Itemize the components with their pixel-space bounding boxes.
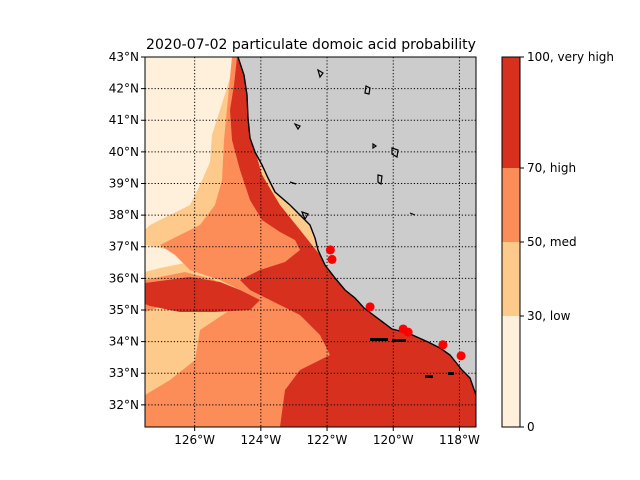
- colorbar-tick-label: 100, very high: [527, 50, 614, 64]
- lon-tick-label: 122°W: [307, 433, 348, 447]
- land-mass: [238, 57, 476, 395]
- colorbar-segment: [502, 57, 520, 168]
- lat-tick-label: 38°N: [109, 208, 139, 222]
- lon-tick-label: 126°W: [174, 433, 215, 447]
- colorbar-segment: [502, 242, 520, 316]
- station-markers: [325, 245, 487, 381]
- map-title: 2020-07-02 particulate domoic acid proba…: [146, 37, 476, 53]
- station-marker: [478, 372, 487, 381]
- lat-tick-label: 34°N: [109, 335, 139, 349]
- lon-axis: 126°W 124°W 122°W 120°W 118°W: [174, 427, 480, 447]
- lat-tick-label: 42°N: [109, 82, 139, 96]
- prob-verylow-region-sw: [145, 245, 190, 272]
- lon-tick-label: 124°W: [240, 433, 281, 447]
- colorbar-tick-label: 30, low: [527, 309, 571, 323]
- lat-axis: 32°N 33°N 34°N 35°N 36°N 37°N 38°N 39°N 40°N 41°N…: [109, 50, 145, 412]
- lon-tick-label: 120°W: [373, 433, 414, 447]
- prob-verylow-region: [145, 57, 232, 230]
- map-frame: [144, 56, 477, 428]
- islands: [370, 338, 454, 378]
- inland-lakes: [289, 68, 416, 221]
- lat-tick-label: 32°N: [109, 398, 139, 412]
- colorbar-tick-label: 50, med: [527, 235, 577, 249]
- lat-tick-label: 40°N: [109, 145, 139, 159]
- lat-tick-label: 36°N: [109, 271, 139, 285]
- gridlines: [145, 57, 476, 427]
- colorbar: 0 30, low 50, med 70, high 100, very high: [501, 50, 614, 434]
- lat-tick-label: 43°N: [109, 50, 139, 64]
- station-marker: [327, 254, 337, 264]
- station-marker: [456, 351, 466, 361]
- colorbar-tick-label: 70, high: [527, 161, 576, 175]
- colorbar-tick-label: 0: [527, 420, 535, 434]
- lat-tick-label: 35°N: [109, 303, 139, 317]
- station-marker: [365, 302, 375, 312]
- station-marker: [325, 245, 335, 255]
- lat-tick-label: 39°N: [109, 176, 139, 190]
- lat-tick-label: 41°N: [109, 113, 139, 127]
- lat-tick-label: 37°N: [109, 240, 139, 254]
- station-marker: [438, 340, 448, 350]
- coastline: [237, 57, 476, 396]
- colorbar-segment: [502, 168, 520, 242]
- map-area: [145, 57, 487, 427]
- lon-tick-label: 118°W: [439, 433, 480, 447]
- lat-tick-label: 33°N: [109, 366, 139, 380]
- prob-high-region-w: [145, 277, 260, 312]
- colorbar-segment: [502, 316, 520, 427]
- station-marker: [403, 327, 413, 337]
